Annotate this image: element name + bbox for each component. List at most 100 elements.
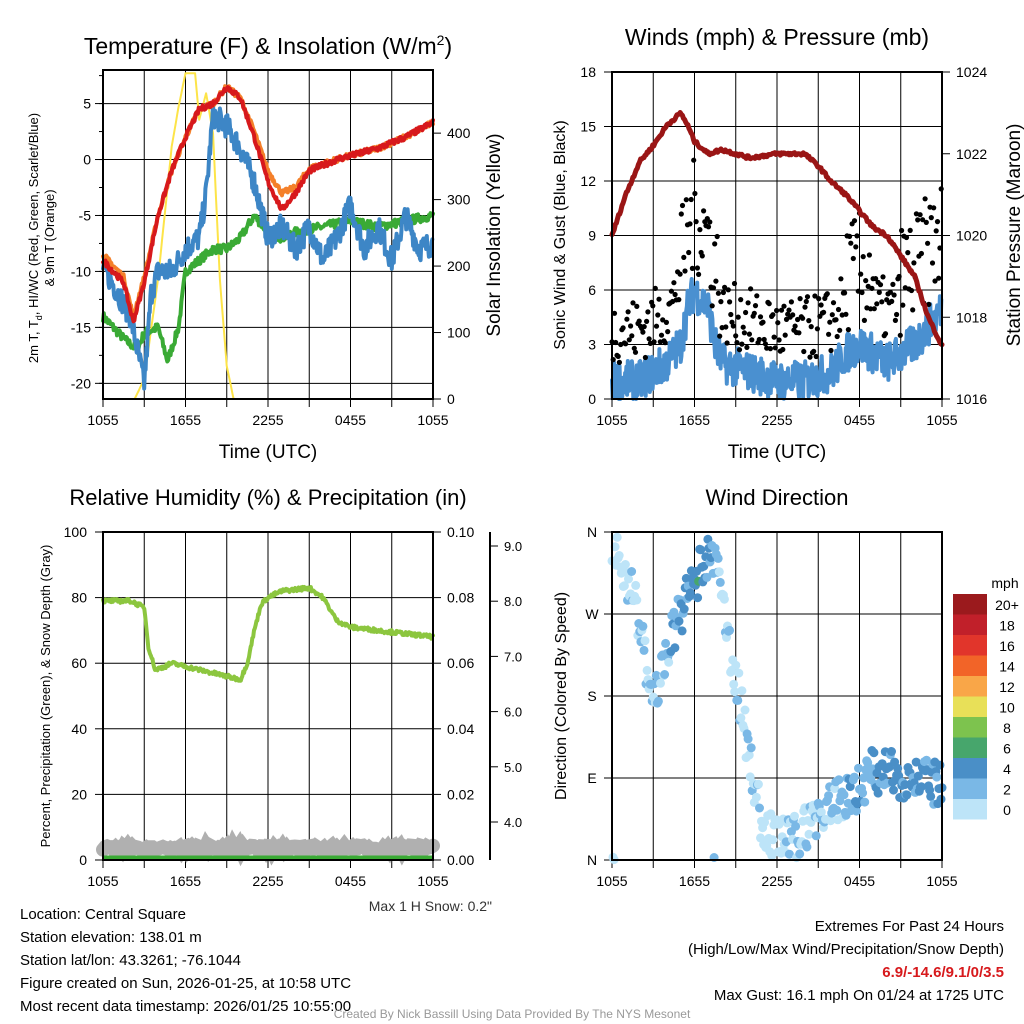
- wind-direction-point: [627, 567, 637, 576]
- 2m-temperature-line: [101, 85, 435, 324]
- gust-dot: [821, 309, 827, 315]
- wind-direction-point: [751, 792, 761, 802]
- gust-dot: [808, 324, 814, 330]
- wind-direction-point: [854, 763, 863, 773]
- gust-dot: [804, 294, 811, 300]
- gust-dot: [741, 330, 748, 336]
- gust-dot: [816, 296, 822, 302]
- gust-dot: [686, 249, 692, 256]
- gust-dot: [641, 324, 647, 330]
- gust-dot: [626, 337, 632, 343]
- gust-dot: [662, 340, 668, 346]
- gust-dot: [701, 208, 707, 214]
- gust-dot: [882, 331, 889, 337]
- gust-dot: [932, 278, 938, 284]
- y2-tick-label: 0.06: [447, 655, 474, 671]
- gust-dot: [811, 348, 817, 354]
- gust-dot: [853, 244, 859, 250]
- gust-dot: [665, 329, 671, 335]
- gust-dot: [780, 346, 786, 353]
- gust-dot: [900, 302, 906, 308]
- chart-title: Relative Humidity (%) & Precipitation (i…: [69, 485, 466, 510]
- y-tick-label: 18: [580, 64, 596, 80]
- legend-label: 4: [1003, 761, 1011, 777]
- gust-dot: [694, 265, 701, 271]
- gust-dot: [827, 319, 833, 325]
- y2-tick-label: 0.02: [447, 786, 474, 802]
- gust-dot: [871, 306, 877, 312]
- x-tick-label: 1655: [679, 412, 710, 428]
- gust-dot: [735, 314, 741, 320]
- gust-dot: [677, 271, 683, 277]
- wind-direction-point: [791, 821, 801, 831]
- wind-direction-point: [677, 626, 687, 636]
- wind-direction-point: [737, 686, 747, 696]
- y2-axis-label: Solar Insolation (Yellow): [484, 133, 505, 336]
- wind-direction-point: [755, 803, 764, 813]
- x-tick-label: 0455: [844, 873, 875, 889]
- gust-dot: [879, 299, 885, 305]
- x-tick-label: 1655: [679, 873, 710, 889]
- legend-swatch: [953, 594, 987, 615]
- y-axis-label: Direction (Colored By Speed): [553, 592, 570, 800]
- gust-dot: [781, 303, 787, 309]
- recent-text: Most recent data timestamp: 2026/01/25 1…: [20, 998, 352, 1015]
- gust-dot: [678, 211, 684, 217]
- legend-swatch: [953, 758, 987, 779]
- gust-dot: [910, 307, 916, 313]
- wind-direction-point: [631, 580, 641, 590]
- y-tick-label: 40: [71, 721, 87, 737]
- gust-dot: [692, 190, 698, 197]
- y2-axis-label: Station Pressure (Maroon): [1004, 124, 1024, 347]
- gust-dot: [734, 340, 740, 346]
- gust-dot: [923, 219, 929, 225]
- gust-dot: [745, 300, 751, 306]
- wind-direction-point: [911, 757, 921, 767]
- y-axis-label: 2m T, Td, HI/WC (Red, Green, Scarlet/Blu…: [26, 113, 44, 363]
- gust-dot: [926, 301, 932, 307]
- y-tick-label: -10: [71, 263, 91, 279]
- wind-direction-point: [733, 695, 743, 705]
- x-tick-label: 0455: [335, 873, 366, 889]
- gust-dot: [683, 197, 689, 203]
- y-tick-label: -15: [71, 319, 91, 335]
- max-snow-note: Max 1 H Snow: 0.2": [369, 898, 492, 914]
- y2-tick-label: 1020: [956, 228, 987, 244]
- wind-direction-point: [830, 784, 840, 794]
- legend-swatch: [953, 778, 987, 799]
- y-tick-label: 0: [83, 152, 91, 168]
- gust-dot: [679, 202, 686, 209]
- wind-direction-point: [693, 593, 703, 603]
- gust-dot: [838, 276, 844, 282]
- gust-dot: [770, 312, 776, 318]
- gust-dot: [650, 303, 656, 309]
- y-tick-label: 100: [64, 524, 88, 540]
- gust-dot: [807, 354, 813, 360]
- gust-dot: [774, 307, 780, 314]
- gust-dot: [775, 320, 781, 326]
- gust-dot: [936, 275, 942, 281]
- gust-dot: [830, 300, 837, 306]
- gust-dot: [887, 289, 894, 295]
- latlon-text: Station lat/lon: 43.3261; -76.1044: [20, 952, 242, 969]
- gust-dot: [709, 303, 715, 309]
- y2-tick-label: 0.10: [447, 524, 474, 540]
- extremes-subtitle: (High/Low/Max Wind/Precipitation/Snow De…: [688, 941, 1004, 958]
- x-tick-label: 1055: [417, 412, 448, 428]
- x-tick-label: 1055: [417, 873, 448, 889]
- gust-dot: [645, 309, 651, 315]
- x-axis-label: Time (UTC): [728, 442, 827, 463]
- gust-dot: [625, 309, 631, 315]
- gust-dot: [772, 345, 778, 351]
- gust-dot: [671, 280, 677, 286]
- legend-label: 8: [1003, 720, 1011, 736]
- y3-tick-label: 6.0: [504, 705, 522, 720]
- x-tick-label: 0455: [844, 412, 875, 428]
- legend-label: 14: [999, 659, 1015, 675]
- gust-dot: [824, 291, 830, 297]
- extremes-values: 6.9/-14.6/9.1/0/3.5: [882, 964, 1004, 981]
- gust-dot: [899, 227, 905, 234]
- gust-dot: [874, 301, 880, 307]
- y2-tick-label: 0: [447, 391, 455, 407]
- gust-dot: [629, 333, 635, 339]
